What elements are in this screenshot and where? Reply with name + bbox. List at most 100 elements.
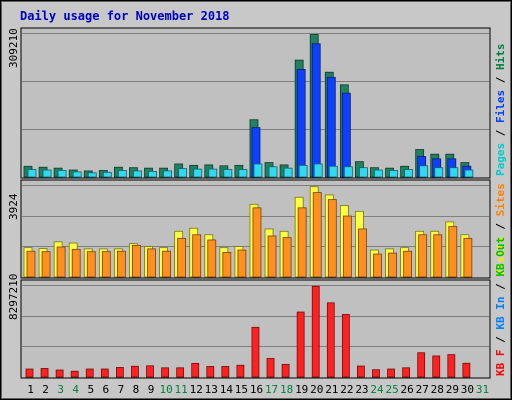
bar-pages <box>27 169 37 178</box>
bar-sites <box>463 237 473 278</box>
bar-kb-f <box>447 354 456 378</box>
bar-pages <box>313 163 323 178</box>
bar-sites <box>101 251 111 278</box>
bar-sites <box>237 249 247 278</box>
bar-kb-f <box>25 368 34 378</box>
day-label: 11 <box>175 383 188 396</box>
bar-kb-f <box>251 326 260 378</box>
bar-files <box>311 43 321 178</box>
bar-pages <box>87 172 97 178</box>
bar-kb-f <box>131 365 139 378</box>
day-label: 30 <box>461 383 474 396</box>
bar-kb-f <box>70 370 79 378</box>
legend-files: Files <box>494 90 507 123</box>
day-label: 13 <box>205 383 218 396</box>
y-max-label: 309210 <box>7 28 20 68</box>
day-label: 1 <box>27 383 34 396</box>
bar-sites <box>312 192 322 278</box>
bar-kb-f <box>326 302 335 378</box>
x-axis: 1 2 3 4 5 6 7 8 9 10 11 12 13 14 15 16 17 18 19 20 21 22 23 24 2… <box>27 383 489 396</box>
bar-sites <box>56 246 66 278</box>
bar-sites <box>132 244 141 278</box>
bar-sites <box>433 234 443 278</box>
bar-sites <box>147 248 156 278</box>
bar-pages <box>163 170 172 178</box>
bar-sites <box>373 253 382 278</box>
bar-sites <box>418 234 428 278</box>
day-label: 14 <box>220 383 234 396</box>
day-label: 26 <box>401 383 414 396</box>
bar-sites <box>116 250 126 278</box>
bar-sites <box>342 215 352 278</box>
day-label: 10 <box>159 383 172 396</box>
legend-label: Pages / Files / Hits <box>494 44 507 177</box>
y-max-label: 3924 <box>7 193 20 220</box>
bar-kb-f <box>146 365 154 378</box>
bar-sites <box>297 207 307 278</box>
day-label: 21 <box>325 383 338 396</box>
legend-separator: / <box>494 70 507 90</box>
day-label: 15 <box>235 383 248 396</box>
bar-kb-f <box>417 352 426 378</box>
bar-pages <box>223 169 233 178</box>
bar-kb-f <box>266 358 275 378</box>
bar-pages <box>117 170 127 178</box>
day-label: 5 <box>87 383 94 396</box>
legend-separator: / <box>494 123 507 143</box>
bar-pages <box>328 165 338 178</box>
y-max-label: 8297210 <box>7 274 20 320</box>
day-label: 18 <box>280 383 293 396</box>
bar-pages <box>283 167 293 178</box>
bar-sites <box>282 237 292 278</box>
bar-kb-f <box>221 366 230 378</box>
bar-kb-f <box>85 368 94 378</box>
day-label: 28 <box>431 383 444 396</box>
day-label: 16 <box>250 383 263 396</box>
bar-pages <box>374 169 383 178</box>
bar-pages <box>102 171 112 178</box>
bar-pages <box>133 170 142 178</box>
day-label: 6 <box>103 383 110 396</box>
legend-hits: Hits <box>494 44 507 71</box>
bar-kb-f <box>311 285 320 378</box>
bar-kb-f <box>432 355 441 378</box>
bar-pages <box>389 170 398 178</box>
bar-pages <box>238 169 248 178</box>
bar-pages <box>72 171 82 178</box>
day-label: 9 <box>148 383 155 396</box>
bar-pages <box>208 168 218 178</box>
day-label: 31 <box>476 383 489 396</box>
bar-sites <box>403 250 413 278</box>
bar-kb-f <box>161 367 169 378</box>
panel-visits-sites: 3924 Visits / Sites <box>7 179 507 279</box>
bar-pages <box>343 166 353 178</box>
legend-pages: Pages <box>494 143 507 176</box>
bar-kb-f <box>462 362 471 378</box>
day-label: 17 <box>265 383 278 396</box>
bar-kb-f <box>40 368 49 378</box>
legend-label: Visits / Sites <box>494 183 507 276</box>
legend-sites: Sites <box>494 183 507 216</box>
bar-pages <box>419 165 429 178</box>
bar-kb-f <box>55 369 64 378</box>
day-label: 2 <box>42 383 49 396</box>
day-label: 25 <box>385 383 398 396</box>
bar-sites <box>177 237 187 278</box>
day-label: 7 <box>118 383 125 396</box>
legend-kb-out: KB Out <box>494 237 507 277</box>
day-label: 29 <box>446 383 459 396</box>
bar-pages <box>57 170 67 178</box>
bar-files <box>326 76 336 178</box>
bar-sites <box>388 252 397 278</box>
bar-sites <box>86 251 96 278</box>
legend-separator: / <box>494 330 507 350</box>
bar-sites <box>222 251 232 278</box>
bar-sites <box>358 228 367 278</box>
chart-panels: 309210 Pages / Files / Hits 3924 Visits / S… <box>7 27 507 379</box>
bar-pages <box>404 169 414 178</box>
panel-pages-files-hits: 309210 Pages / Files / Hits <box>7 27 507 179</box>
bar-sites <box>162 250 171 278</box>
bar-pages <box>449 167 459 178</box>
bar-kb-f <box>191 362 200 378</box>
